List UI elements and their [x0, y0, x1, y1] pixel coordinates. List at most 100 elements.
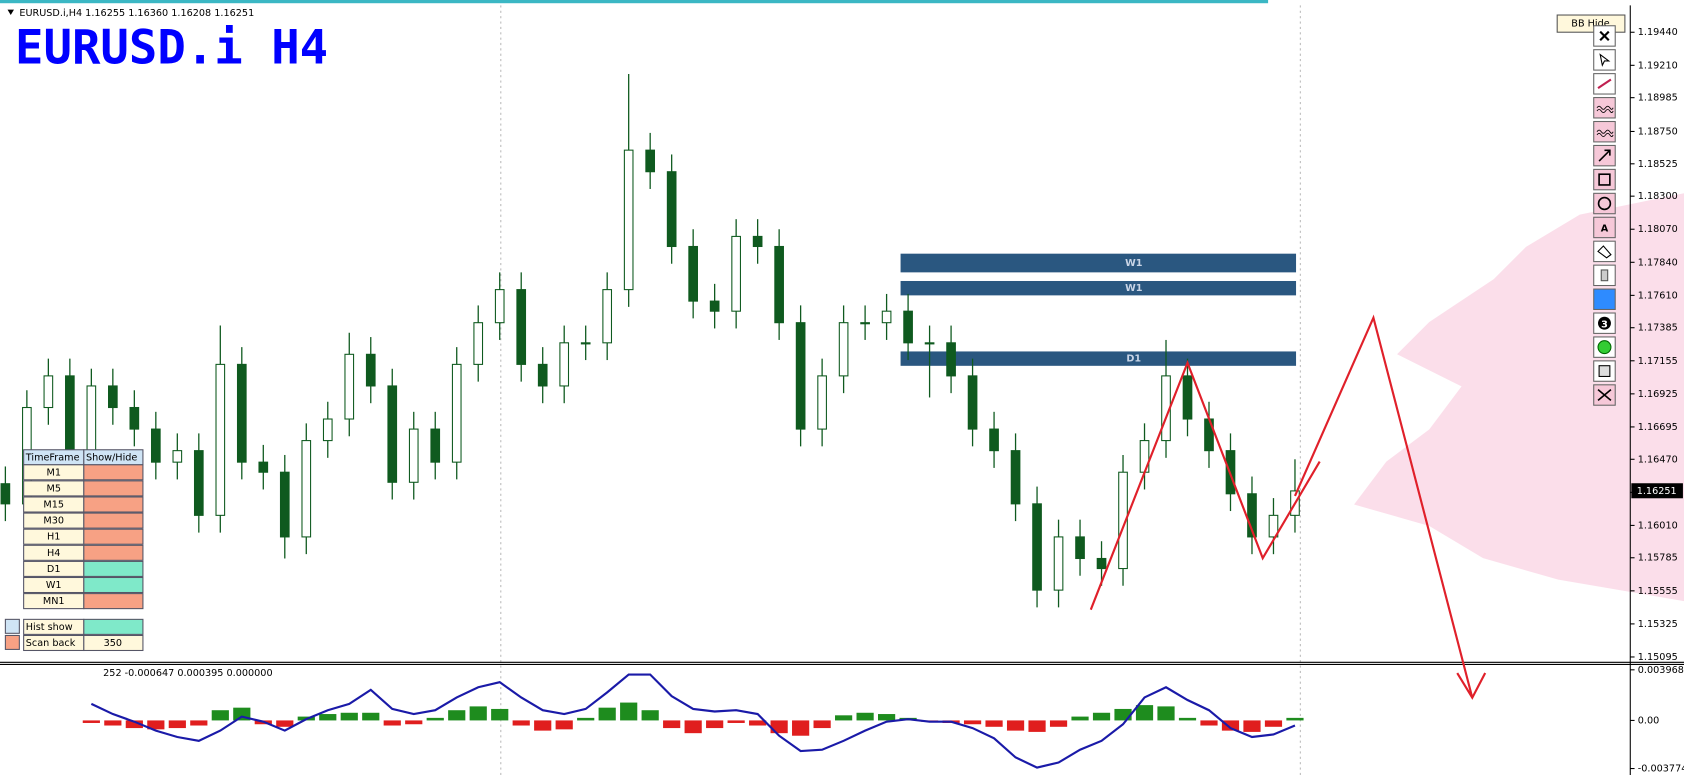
last-price-box — [1631, 483, 1683, 499]
y-tick-label: 1.17155 — [1638, 356, 1678, 367]
histogram-bar — [1221, 720, 1240, 731]
timeframe-state[interactable] — [83, 464, 144, 481]
candle-body — [258, 461, 269, 473]
histogram-bar — [770, 720, 788, 734]
y-tick-label: 1.18070 — [1638, 224, 1678, 235]
histogram-bar — [426, 717, 444, 721]
candle-body — [645, 149, 656, 173]
tool-button[interactable] — [1593, 216, 1616, 239]
candle-body — [1053, 536, 1064, 591]
timeframe-state[interactable] — [83, 593, 144, 610]
scan-icon[interactable] — [4, 634, 20, 650]
histogram-bar — [469, 706, 487, 721]
y-tick-label: 1.16695 — [1638, 422, 1678, 433]
y-tick-label: 1.15095 — [1638, 652, 1678, 663]
candle-body — [516, 289, 527, 365]
histogram-bar — [1114, 708, 1132, 721]
candle-body — [387, 385, 398, 483]
histogram-bar — [1200, 720, 1218, 726]
y-tick-label: 1.17610 — [1638, 290, 1678, 301]
panel-header: TimeFrame — [25, 452, 80, 463]
timeframe-state[interactable] — [83, 512, 144, 529]
y-tick-label: 1.17840 — [1638, 257, 1678, 268]
histogram-bar — [276, 720, 294, 727]
zone — [900, 280, 1297, 296]
candle-body — [172, 450, 183, 463]
y-tick-label: 1.15785 — [1638, 553, 1678, 564]
tool-button[interactable] — [1593, 240, 1616, 263]
drawing-toolbar: A3 — [1593, 25, 1616, 406]
histogram-bar — [598, 707, 616, 721]
tool-button[interactable] — [1593, 192, 1616, 215]
y-tick-label: 1.15325 — [1638, 619, 1678, 630]
last-price-label: 1.16251 — [1637, 486, 1677, 497]
histogram-bar — [491, 708, 509, 721]
timeframe-label: M15 — [43, 500, 64, 511]
scan-value-cell[interactable] — [83, 634, 144, 652]
histogram-bar — [792, 720, 810, 736]
ellipse-icon — [1597, 196, 1612, 211]
histogram-bar — [1092, 712, 1111, 721]
candle-body — [580, 342, 591, 345]
timeframe-state[interactable] — [83, 480, 144, 497]
timeframe-label: M30 — [43, 516, 64, 527]
line-icon — [1597, 78, 1612, 90]
timeframe-state[interactable] — [83, 496, 144, 513]
scan-back-label: Scan back — [26, 638, 76, 649]
histogram-bar — [706, 720, 724, 729]
candle-body — [408, 428, 419, 483]
cursor-icon — [1599, 53, 1611, 67]
candle-body — [1182, 375, 1193, 420]
histogram-bar — [856, 712, 874, 721]
y-tick-label: 1.19440 — [1638, 27, 1678, 38]
candle-body — [279, 471, 290, 538]
hist-icon[interactable] — [4, 618, 20, 634]
histogram-bar — [1157, 706, 1175, 721]
y-tick-label: 1.18985 — [1638, 93, 1678, 104]
undo-icon — [1597, 245, 1612, 259]
candle-body — [494, 289, 505, 324]
histogram-bar — [1049, 720, 1068, 727]
candle-body — [709, 300, 720, 312]
histogram-bar — [125, 720, 143, 729]
histogram-bar — [319, 714, 337, 721]
candle-body — [946, 342, 956, 377]
timeframe-state[interactable] — [83, 560, 144, 577]
candle-body — [602, 289, 613, 344]
candle-body — [731, 235, 741, 312]
zone — [900, 253, 1297, 273]
y-tick-label: 1.16010 — [1638, 520, 1678, 531]
histogram-bar — [147, 720, 165, 730]
timeframe-state[interactable] — [83, 544, 144, 561]
histogram-bar — [534, 720, 552, 731]
menu-caret[interactable] — [7, 9, 14, 16]
histogram-bar — [985, 720, 1003, 727]
rect-icon — [1598, 173, 1611, 186]
histogram-bar — [727, 720, 745, 723]
histogram-bar — [1178, 717, 1197, 721]
tool-button[interactable] — [1593, 288, 1616, 310]
trash-icon — [1600, 269, 1609, 282]
timeframe-state[interactable] — [83, 576, 144, 594]
timeframe-label: M1 — [46, 467, 60, 478]
tool-button[interactable] — [1593, 168, 1616, 191]
timeframe-state[interactable] — [83, 528, 144, 545]
chart-title: EURUSD.i H4 — [15, 20, 328, 75]
tool-button[interactable] — [1593, 97, 1616, 119]
candle-body — [1032, 503, 1042, 591]
candle-body — [1010, 450, 1021, 505]
indicator-info: 252 -0.000647 0.000395 0.000000 — [103, 668, 272, 679]
histogram-bar — [1006, 720, 1025, 731]
timeframe-label: M5 — [46, 483, 60, 494]
histogram-bar — [1243, 720, 1261, 732]
histogram-bar — [211, 710, 229, 721]
histogram-bar — [383, 720, 401, 726]
y-tick-label: 1.18525 — [1638, 159, 1678, 170]
candle-body — [817, 375, 827, 430]
y-tick-label: 1.17385 — [1638, 323, 1678, 334]
candle-body — [989, 428, 999, 452]
tool-button[interactable] — [1593, 49, 1616, 71]
hist-state[interactable] — [83, 618, 144, 635]
tool-button[interactable] — [1593, 120, 1616, 143]
